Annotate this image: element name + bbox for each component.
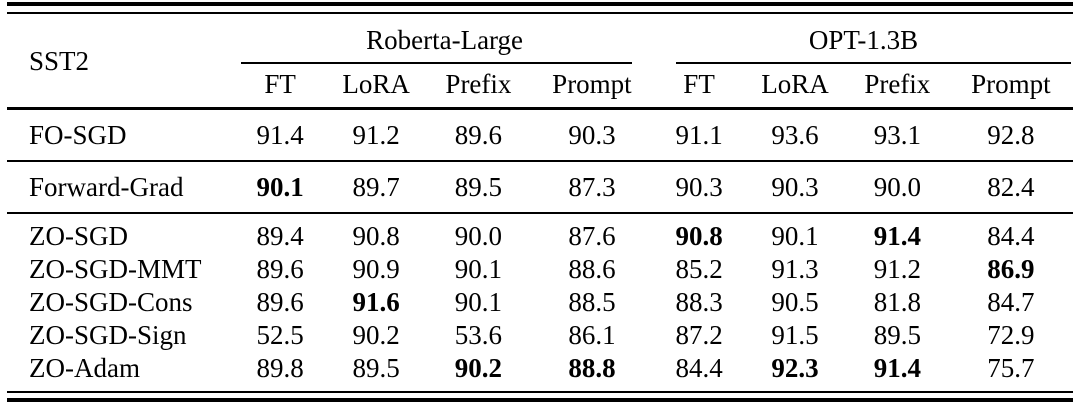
table-row: ZO-SGD-Sign 52.5 90.2 53.6 86.1 87.2 91.5 89.5 7…: [7, 319, 1073, 352]
value-cell: 85.2: [675, 254, 723, 284]
table-row: ZO-SGD 89.4 90.8 90.0 87.6 90.8 90.1 91.4 84.4: [7, 212, 1073, 253]
value-cell: 86.1: [568, 320, 616, 350]
value-cell: 91.4: [256, 120, 304, 150]
row-label: ZO-SGD-Cons: [29, 287, 193, 317]
value-cell: 81.8: [873, 287, 921, 317]
col-header-opt-lora: LoRA: [744, 64, 846, 110]
value-cell: 93.6: [771, 120, 819, 150]
row-label: ZO-Adam: [29, 353, 140, 383]
table-row: ZO-SGD-Cons 89.6 91.6 90.1 88.5 88.3 90.5 81.8 8…: [7, 286, 1073, 319]
value-cell: 91.2: [873, 254, 921, 284]
value-cell: 89.5: [873, 320, 921, 350]
value-cell: 90.2: [454, 353, 503, 383]
value-cell: 72.9: [987, 320, 1035, 350]
col-header-roberta-ft: FT: [235, 64, 326, 110]
value-cell: 91.2: [352, 120, 400, 150]
group-header-roberta-large: Roberta-Large: [235, 14, 654, 64]
value-cell: 84.4: [948, 212, 1073, 253]
value-cell: 87.2: [675, 320, 723, 350]
table-row: ZO-SGD-MMT 89.6 90.9 90.1 88.6 85.2 91.3 91.2 86…: [7, 253, 1073, 286]
value-cell: 91.4: [873, 353, 921, 383]
row-label: Forward-Grad: [7, 160, 236, 213]
value-cell: 90.1: [454, 254, 503, 284]
value-cell: 88.8: [568, 353, 616, 383]
value-cell: 90.3: [654, 160, 745, 213]
group-header-opt-1-3b: OPT-1.3B: [654, 14, 1073, 64]
value-cell: 52.5: [256, 320, 304, 350]
value-cell: 91.5: [771, 320, 819, 350]
value-cell: 90.3: [568, 120, 616, 150]
value-cell: 91.1: [675, 120, 723, 150]
row-label: FO-SGD: [29, 120, 127, 150]
row-label: ZO-SGD: [7, 212, 236, 253]
table-row: Forward-Grad 90.1 89.7 89.5 87.3 90.3 90.3 90.0…: [7, 160, 1073, 213]
value-cell: 90.1: [454, 287, 503, 317]
value-cell: 89.7: [325, 160, 427, 213]
value-cell: 90.2: [352, 320, 400, 350]
value-cell: 87.3: [529, 160, 655, 213]
value-cell: 90.0: [426, 212, 530, 253]
value-cell: 89.5: [352, 353, 400, 383]
value-cell: 91.6: [352, 287, 400, 317]
row-label: ZO-SGD-Sign: [29, 320, 187, 350]
value-cell: 53.6: [454, 320, 503, 350]
value-cell: 90.9: [352, 254, 400, 284]
col-header-roberta-lora: LoRA: [325, 64, 427, 110]
col-header-opt-prompt: Prompt: [948, 64, 1073, 110]
row-label: ZO-SGD-MMT: [29, 254, 202, 284]
top-double-rule: [7, 2, 1073, 14]
value-cell: 93.1: [873, 120, 921, 150]
value-cell: 90.8: [654, 212, 745, 253]
bottom-double-rule: [7, 391, 1073, 402]
value-cell: 90.5: [771, 287, 819, 317]
value-cell: 89.4: [235, 212, 326, 253]
value-cell: 88.5: [568, 287, 616, 317]
table-body: FO-SGD 91.4 91.2 89.6 90.3 91.1 93.6 93.1 92.8 Fo…: [7, 109, 1073, 392]
table-row: ZO-Adam 89.8 89.5 90.2 88.8 84.4 92.3 91.4 75.7: [7, 352, 1073, 392]
group-header-row: SST2 Roberta-Large OPT-1.3B: [7, 14, 1073, 110]
value-cell: 90.3: [744, 160, 846, 213]
value-cell: 86.9: [987, 254, 1035, 284]
value-cell: 88.3: [675, 287, 723, 317]
col-header-opt-ft: FT: [654, 64, 745, 110]
value-cell: 84.7: [987, 287, 1035, 317]
col-header-opt-prefix: Prefix: [845, 64, 949, 110]
value-cell: 90.8: [325, 212, 427, 253]
dataset-label: SST2: [7, 14, 236, 110]
value-cell: 92.8: [987, 120, 1035, 150]
value-cell: 89.5: [426, 160, 530, 213]
value-cell: 89.6: [256, 287, 304, 317]
value-cell: 91.4: [845, 212, 949, 253]
value-cell: 90.1: [235, 160, 326, 213]
value-cell: 88.6: [568, 254, 616, 284]
col-header-roberta-prompt: Prompt: [529, 64, 655, 110]
col-header-roberta-prefix: Prefix: [426, 64, 530, 110]
value-cell: 90.1: [744, 212, 846, 253]
results-table: SST2 Roberta-Large OPT-1.3B FT LoRA Pref…: [7, 14, 1073, 391]
table-row: FO-SGD 91.4 91.2 89.6 90.3 91.1 93.6 93.1 92.8: [7, 109, 1073, 162]
value-cell: 84.4: [675, 353, 723, 383]
value-cell: 89.8: [256, 353, 304, 383]
value-cell: 92.3: [771, 353, 819, 383]
value-cell: 87.6: [529, 212, 655, 253]
value-cell: 89.6: [256, 254, 304, 284]
value-cell: 82.4: [948, 160, 1073, 213]
value-cell: 89.6: [454, 120, 503, 150]
column-header-row: FT LoRA Prefix Prompt FT LoRA Prefix Pro…: [7, 64, 1073, 110]
value-cell: 90.0: [845, 160, 949, 213]
value-cell: 75.7: [987, 353, 1035, 383]
value-cell: 91.3: [771, 254, 819, 284]
